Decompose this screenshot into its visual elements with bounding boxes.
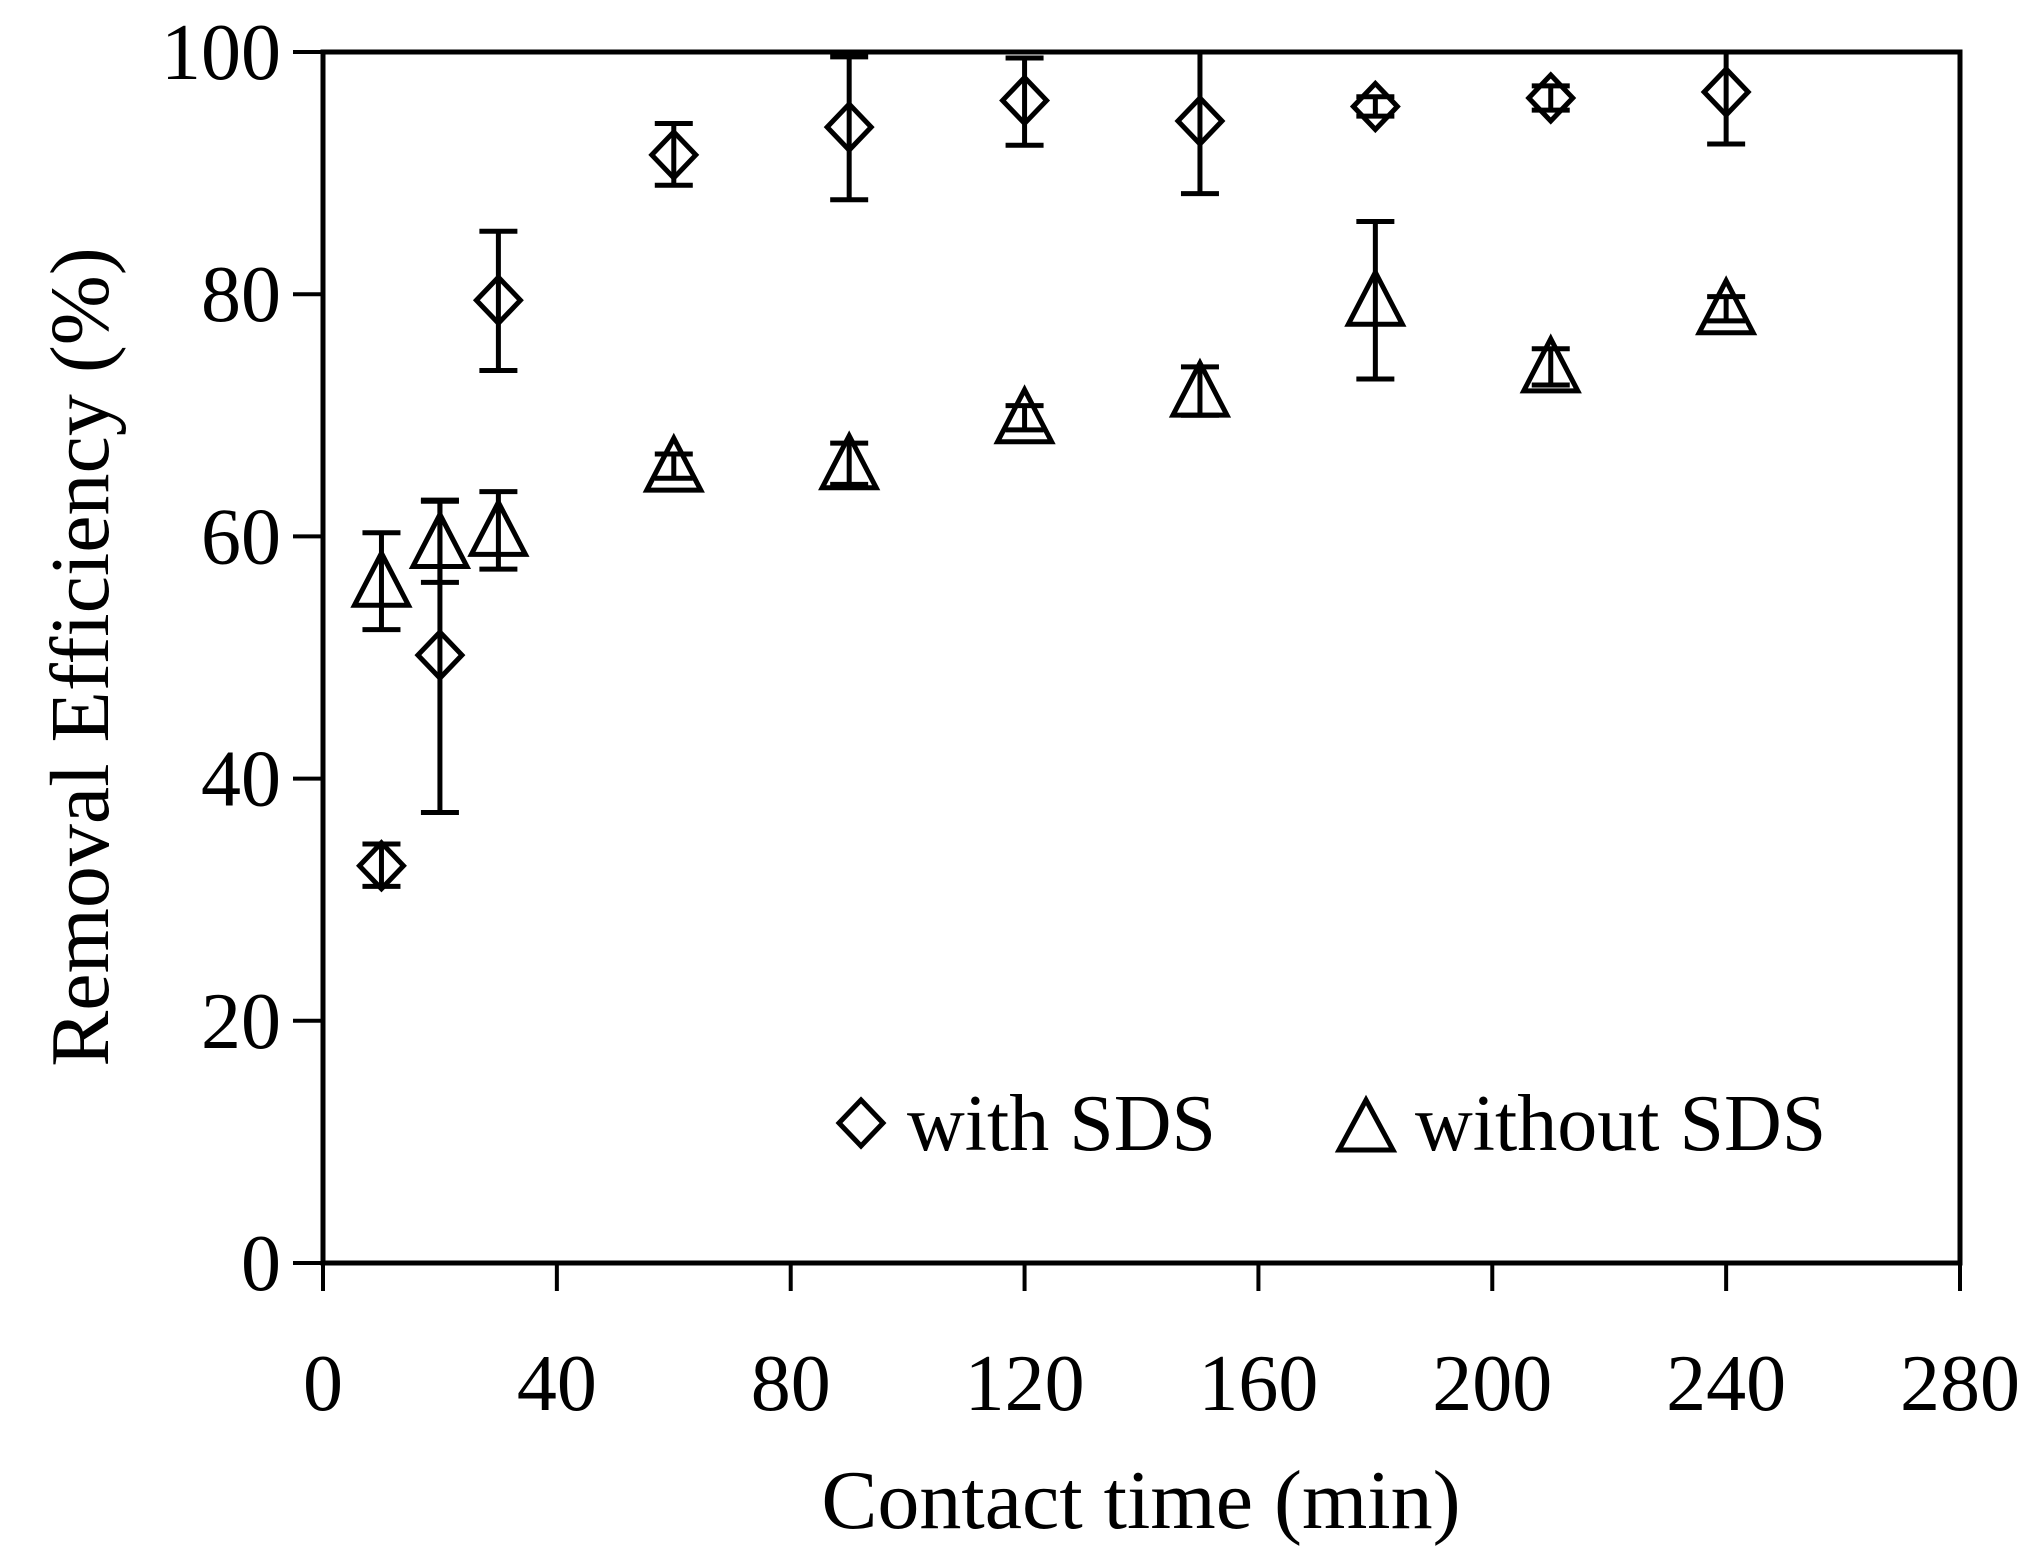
y-tick-label: 20 — [201, 978, 281, 1066]
data-point-triangle — [642, 432, 705, 493]
data-point-diamond — [1349, 79, 1401, 134]
data-point-diamond — [414, 628, 466, 682]
x-tick-label: 280 — [1900, 1340, 2020, 1428]
x-tick-label: 120 — [965, 1340, 1085, 1428]
y-tick-label: 0 — [241, 1220, 281, 1308]
data-point-triangle — [1695, 275, 1758, 336]
data-point-triangle — [818, 430, 881, 491]
x-tick-label: 240 — [1666, 1340, 1786, 1428]
x-tick-label: 200 — [1432, 1340, 1552, 1428]
legend-diamond-icon — [835, 1096, 887, 1150]
series-layer — [350, 49, 1758, 893]
data-point-triangle — [1168, 357, 1232, 418]
data-point-diamond — [823, 100, 875, 154]
data-point-diamond — [648, 128, 700, 182]
x-tick-label: 160 — [1198, 1340, 1318, 1428]
data-point-triangle — [1344, 266, 1407, 327]
x-axis-label: Contact time (min) — [821, 1454, 1460, 1547]
y-tick-label: 100 — [161, 9, 281, 97]
legend-label-without-sds: without SDS — [1415, 1080, 1826, 1168]
data-point-triangle — [408, 509, 472, 569]
y-tick-label: 80 — [201, 251, 281, 339]
data-point-diamond — [1525, 71, 1577, 125]
legend-triangle-icon — [1334, 1094, 1398, 1153]
y-axis-ticks: 0 20 40 60 80 100 — [161, 9, 323, 1308]
y-tick-label: 60 — [201, 493, 281, 581]
data-point-diamond — [999, 73, 1051, 128]
x-tick-label: 0 — [303, 1340, 343, 1428]
series-without-sds — [350, 219, 1758, 633]
data-point-triangle — [350, 547, 413, 608]
data-point-diamond — [1700, 65, 1752, 119]
data-point-triangle — [993, 384, 1056, 445]
data-point-triangle — [467, 496, 530, 557]
data-point-diamond — [472, 273, 524, 327]
x-axis-ticks: 0 40 80 120 160 200 240 280 — [303, 1263, 2020, 1428]
x-tick-label: 40 — [517, 1340, 597, 1428]
legend-label-with-sds: with SDS — [907, 1080, 1216, 1168]
series-with-sds — [356, 49, 1752, 893]
data-point-triangle — [1519, 333, 1582, 394]
plot-frame — [320, 49, 1963, 1266]
legend: with SDS without SDS — [835, 1080, 1826, 1168]
x-tick-label: 80 — [751, 1340, 831, 1428]
data-point-diamond — [356, 839, 407, 893]
data-point-diamond — [1174, 94, 1226, 148]
y-axis-label: Removal Efficiency (%) — [34, 247, 127, 1066]
y-tick-label: 40 — [201, 736, 281, 824]
